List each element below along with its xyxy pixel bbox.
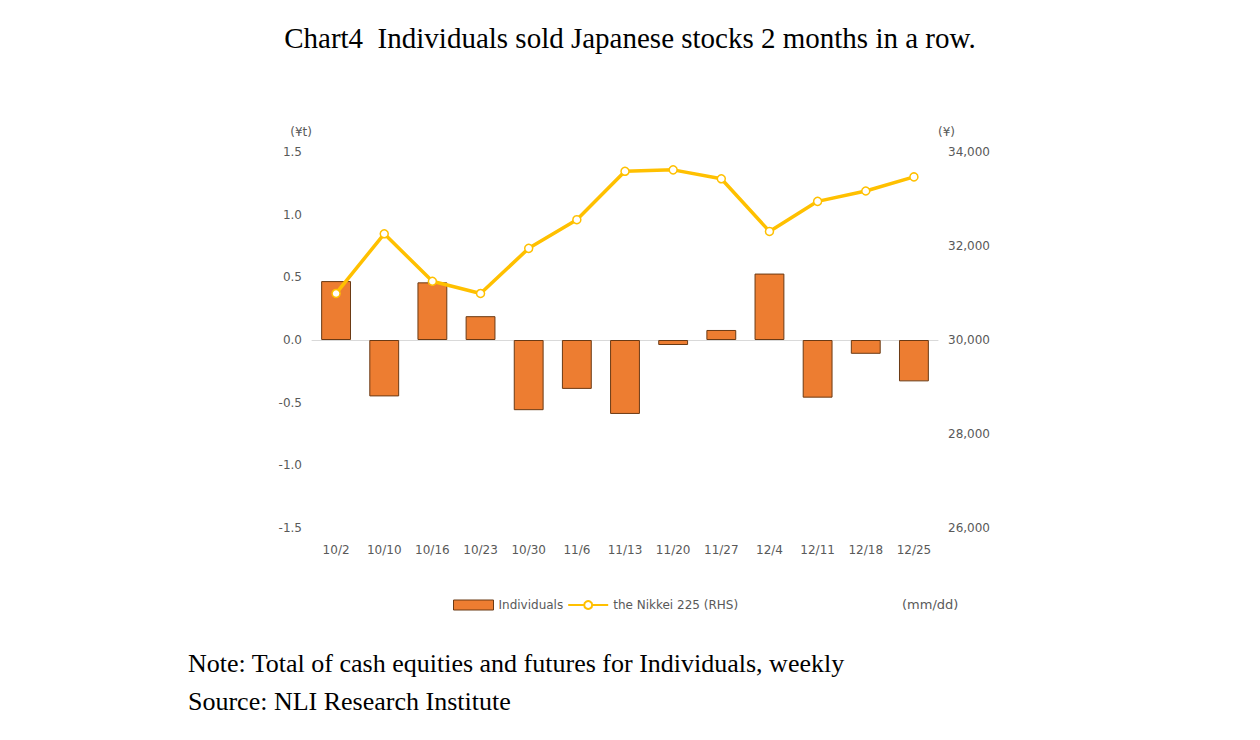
svg-text:10/16: 10/16 bbox=[415, 543, 450, 557]
svg-text:11/13: 11/13 bbox=[608, 543, 643, 557]
svg-text:12/25: 12/25 bbox=[897, 543, 932, 557]
svg-text:Individuals: Individuals bbox=[499, 598, 564, 612]
svg-text:Source: NLI Research Institute: Source: NLI Research Institute bbox=[188, 687, 511, 716]
svg-text:10/2: 10/2 bbox=[323, 543, 350, 557]
svg-text:26,000: 26,000 bbox=[948, 521, 990, 535]
svg-text:(mm/dd): (mm/dd) bbox=[902, 597, 958, 612]
svg-text:12/4: 12/4 bbox=[756, 543, 783, 557]
svg-text:the Nikkei 225 (RHS): the Nikkei 225 (RHS) bbox=[613, 598, 738, 612]
svg-text:Note: Total of cash equities a: Note: Total of cash equities and futures… bbox=[188, 649, 844, 678]
svg-text:1.5: 1.5 bbox=[283, 145, 302, 159]
svg-text:34,000: 34,000 bbox=[948, 145, 990, 159]
svg-text:0.5: 0.5 bbox=[283, 270, 302, 284]
svg-text:-0.5: -0.5 bbox=[279, 396, 302, 410]
svg-text:12/11: 12/11 bbox=[800, 543, 835, 557]
svg-text:28,000: 28,000 bbox=[948, 427, 990, 441]
svg-text:(¥t): (¥t) bbox=[290, 125, 312, 139]
svg-text:0.0: 0.0 bbox=[283, 333, 302, 347]
svg-text:11/20: 11/20 bbox=[656, 543, 691, 557]
svg-text:32,000: 32,000 bbox=[948, 239, 990, 253]
svg-text:(¥): (¥) bbox=[938, 125, 955, 139]
svg-text:11/27: 11/27 bbox=[704, 543, 739, 557]
svg-text:12/18: 12/18 bbox=[848, 543, 883, 557]
svg-text:-1.5: -1.5 bbox=[279, 521, 302, 535]
svg-text:1.0: 1.0 bbox=[283, 208, 302, 222]
svg-text:30,000: 30,000 bbox=[948, 333, 990, 347]
svg-text:Chart4 Individuals sold Japan: Chart4 Individuals sold Japanese stocks … bbox=[284, 22, 976, 54]
svg-text:10/30: 10/30 bbox=[511, 543, 546, 557]
svg-text:10/23: 10/23 bbox=[463, 543, 498, 557]
svg-text:10/10: 10/10 bbox=[367, 543, 402, 557]
svg-text:-1.0: -1.0 bbox=[279, 458, 302, 472]
svg-text:11/6: 11/6 bbox=[563, 543, 590, 557]
